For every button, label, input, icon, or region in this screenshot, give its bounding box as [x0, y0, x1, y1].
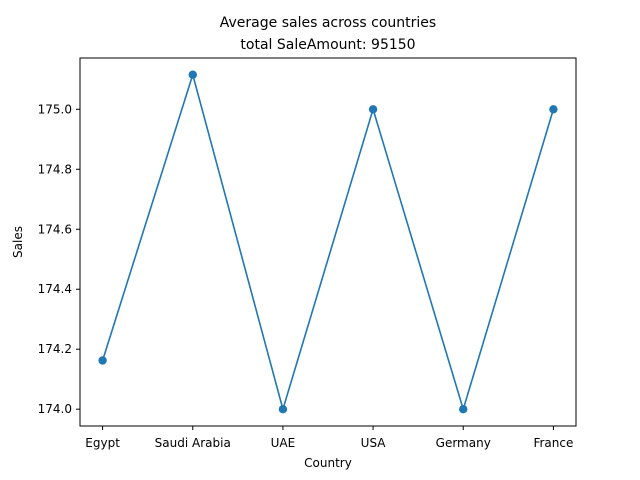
- x-axis-label: Country: [304, 456, 352, 470]
- x-tick-label: Saudi Arabia: [155, 436, 231, 450]
- y-tick-label: 174.6: [38, 222, 72, 236]
- data-point: [368, 105, 378, 114]
- data-point: [188, 70, 197, 79]
- y-tick-label: 174.0: [38, 402, 72, 416]
- data-point: [98, 356, 107, 365]
- x-tick-label: France: [533, 436, 573, 450]
- y-tick-label: 174.2: [38, 342, 72, 356]
- x-tick-label: UAE: [271, 436, 296, 450]
- y-tick-label: 175.0: [38, 102, 72, 116]
- y-tick-label: 174.4: [38, 282, 72, 296]
- y-axis-label: Sales: [11, 226, 25, 258]
- plot-area: 174.0 174.2 174.4 174.6 174.8 175.0 Egypt Saudi…: [38, 57, 577, 450]
- data-point: [278, 405, 288, 414]
- series-line: [101, 73, 555, 411]
- chart-subtitle: total SaleAmount: 95150: [240, 37, 415, 53]
- data-point: [459, 405, 468, 414]
- data-point: [549, 105, 558, 114]
- plot-frame: [79, 57, 577, 427]
- chart-title: Average sales across countries: [220, 15, 436, 31]
- x-tick-label: USA: [361, 436, 387, 450]
- x-tick-label: Egypt: [85, 436, 120, 450]
- x-tick-label: Germany: [436, 436, 491, 450]
- y-tick-label: 174.8: [38, 162, 72, 176]
